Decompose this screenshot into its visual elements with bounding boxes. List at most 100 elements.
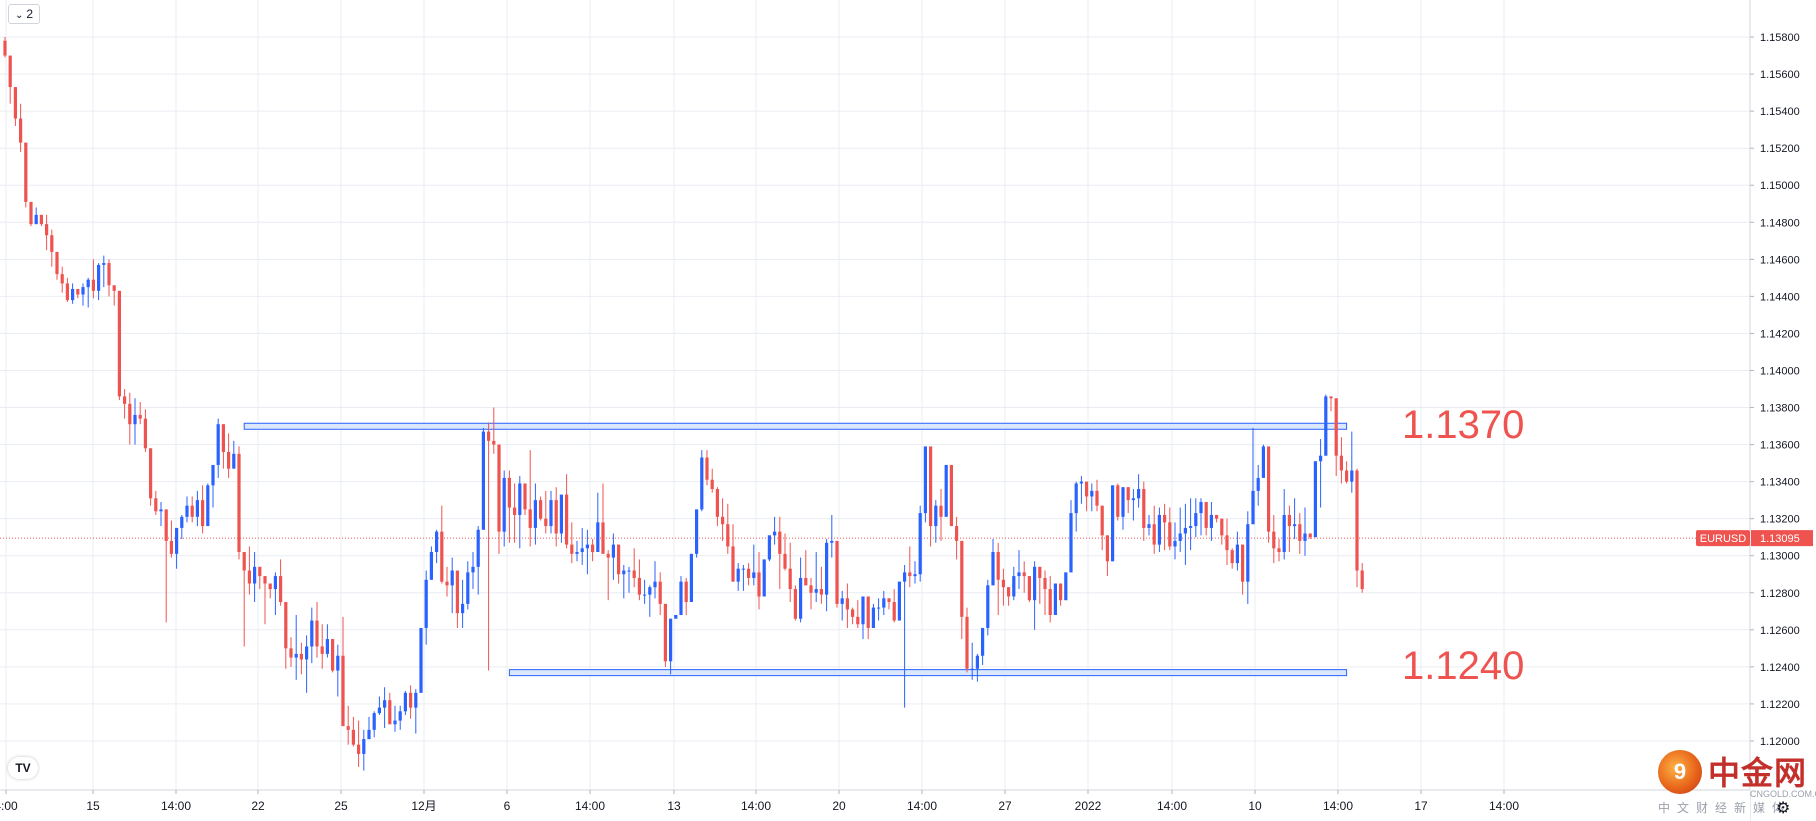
candle[interactable] [362, 729, 366, 771]
candle[interactable] [580, 527, 584, 565]
candle[interactable] [1287, 505, 1291, 553]
candle[interactable] [903, 564, 907, 708]
candle[interactable] [799, 557, 803, 623]
candle[interactable] [1313, 461, 1317, 538]
candle[interactable] [81, 283, 85, 306]
candle[interactable] [325, 624, 329, 658]
candle[interactable] [882, 590, 886, 615]
candle[interactable] [773, 516, 777, 545]
gear-icon[interactable]: ⚙ [1776, 800, 1791, 817]
candle[interactable] [1126, 487, 1130, 514]
candle[interactable] [206, 483, 210, 527]
candle[interactable] [960, 540, 964, 640]
candle[interactable] [237, 446, 241, 560]
candle[interactable] [492, 407, 496, 454]
candle[interactable] [71, 283, 75, 304]
candle[interactable] [1163, 503, 1167, 551]
candle[interactable] [1267, 446, 1271, 543]
candle[interactable] [502, 470, 506, 547]
candle[interactable] [627, 566, 631, 593]
candle[interactable] [1246, 511, 1250, 604]
candle[interactable] [91, 259, 95, 299]
candle[interactable] [611, 533, 615, 580]
candle[interactable] [55, 251, 59, 280]
candle[interactable] [1215, 514, 1219, 523]
candle[interactable] [1069, 500, 1073, 573]
candle[interactable] [528, 450, 532, 547]
candle[interactable] [1017, 550, 1021, 590]
candle[interactable] [247, 546, 251, 595]
candle[interactable] [570, 522, 574, 564]
candle[interactable] [19, 103, 23, 152]
candle[interactable] [949, 464, 953, 527]
candle[interactable] [232, 440, 236, 469]
candle[interactable] [689, 553, 693, 603]
tradingview-logo-icon[interactable]: TV [8, 757, 38, 779]
candle[interactable] [50, 229, 54, 267]
candle[interactable] [851, 607, 855, 625]
candle[interactable] [1059, 583, 1063, 606]
candle[interactable] [242, 552, 246, 647]
candle[interactable] [955, 516, 959, 560]
candle[interactable] [845, 583, 849, 628]
candle[interactable] [123, 389, 127, 419]
candle[interactable] [1038, 566, 1042, 604]
price-axis[interactable]: 1.15800 1.15600 1.15400 1.15200 1.15000 1.148… [1696, 0, 1816, 821]
candle[interactable] [700, 450, 704, 512]
candle[interactable] [913, 561, 917, 584]
candle[interactable] [39, 214, 43, 226]
candle[interactable] [861, 596, 865, 640]
candle[interactable] [429, 546, 433, 580]
candle[interactable] [762, 559, 766, 597]
candle[interactable] [814, 552, 818, 603]
candle[interactable] [1147, 514, 1151, 536]
candle[interactable] [684, 577, 688, 615]
candle[interactable] [195, 490, 199, 527]
candle[interactable] [643, 579, 647, 604]
candle[interactable] [388, 692, 392, 725]
candle[interactable] [513, 483, 517, 543]
candle[interactable] [487, 422, 491, 671]
candle[interactable] [169, 520, 173, 558]
candle[interactable] [383, 687, 387, 728]
candle[interactable] [1308, 533, 1312, 540]
candle[interactable] [424, 570, 428, 645]
candle[interactable] [13, 87, 17, 126]
candle[interactable] [934, 500, 938, 543]
candle[interactable] [710, 468, 714, 493]
candle[interactable] [8, 55, 12, 104]
candle[interactable] [29, 201, 33, 226]
candle[interactable] [65, 277, 69, 302]
candle[interactable] [788, 542, 792, 603]
candle[interactable] [1303, 507, 1307, 556]
candle[interactable] [507, 470, 511, 543]
candle[interactable] [1298, 513, 1302, 554]
candle[interactable] [331, 639, 335, 673]
candle[interactable] [944, 464, 948, 517]
candle[interactable] [601, 483, 605, 554]
candle[interactable] [674, 614, 678, 619]
candle[interactable] [310, 607, 314, 664]
candle[interactable] [1189, 498, 1193, 551]
candle[interactable] [871, 603, 875, 628]
candle[interactable] [315, 602, 319, 658]
candle[interactable] [1100, 505, 1104, 551]
candle[interactable] [481, 427, 485, 530]
candle[interactable] [554, 487, 558, 547]
candle[interactable] [34, 207, 38, 225]
candle[interactable] [523, 483, 527, 515]
candle[interactable] [1007, 587, 1011, 606]
candle[interactable] [476, 526, 480, 595]
candle[interactable] [45, 214, 49, 251]
candle[interactable] [726, 503, 730, 554]
candle[interactable] [1319, 439, 1323, 508]
candle[interactable] [1345, 461, 1349, 484]
candle[interactable] [866, 596, 870, 640]
candle[interactable] [793, 585, 797, 621]
candle[interactable] [1235, 531, 1239, 571]
candle[interactable] [346, 705, 350, 745]
candle[interactable] [1033, 561, 1037, 630]
candle[interactable] [986, 579, 990, 636]
candle[interactable] [1157, 507, 1161, 553]
candle[interactable] [1209, 501, 1213, 541]
